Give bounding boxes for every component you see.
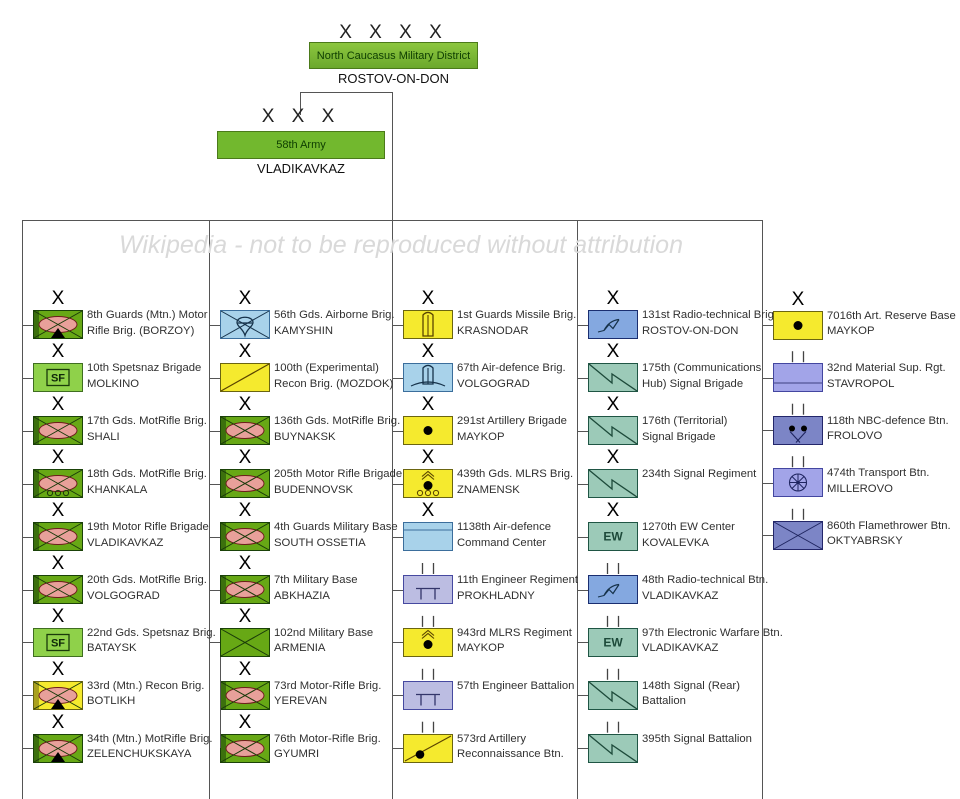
svg-text:EW: EW [603, 530, 623, 544]
svg-text:SF: SF [51, 373, 65, 385]
svg-text:EW: EW [603, 635, 623, 649]
svg-text:SF: SF [51, 637, 65, 649]
